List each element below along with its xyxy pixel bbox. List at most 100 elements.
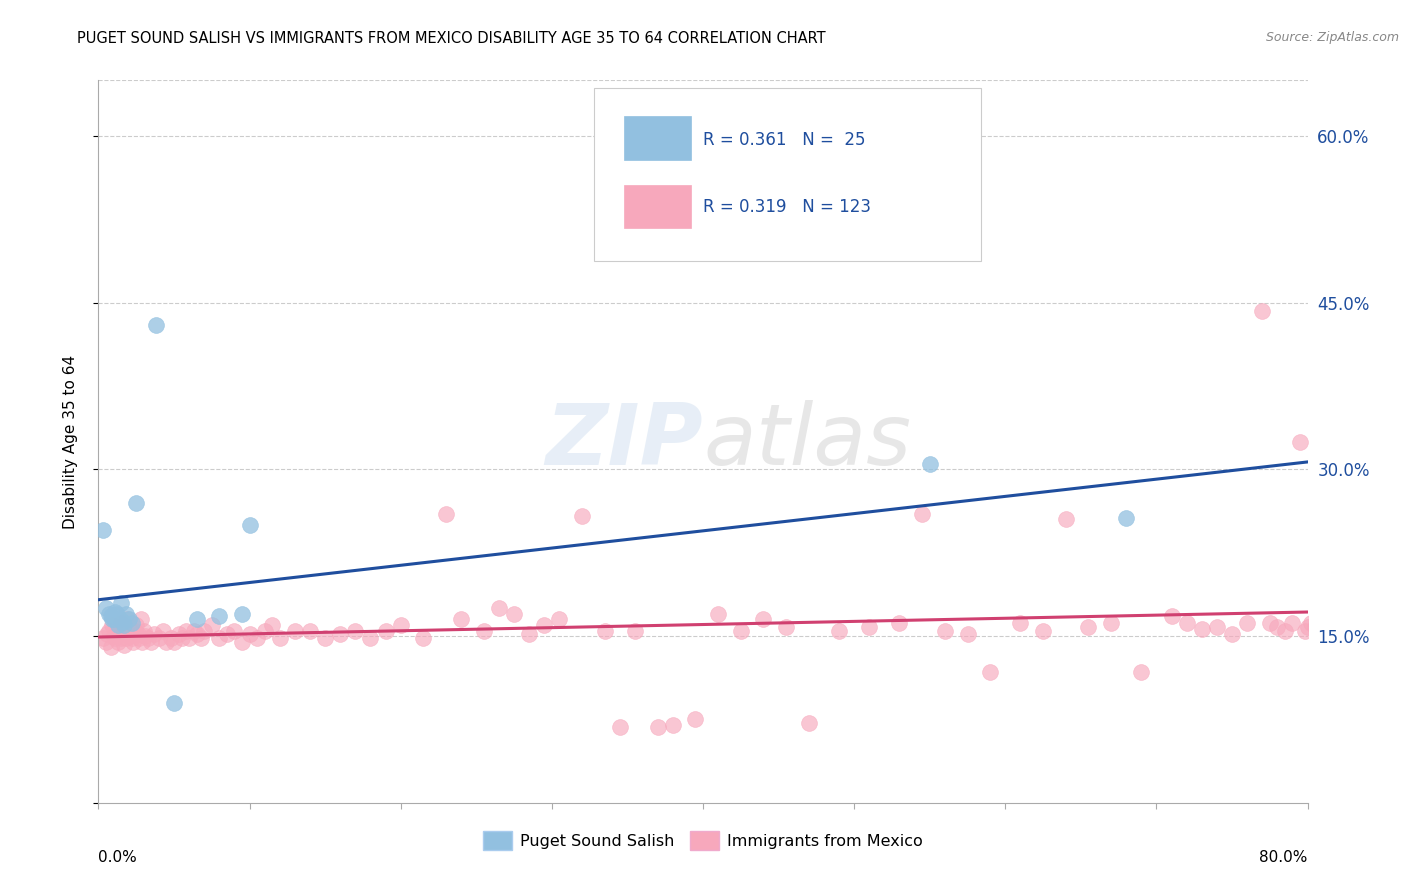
Point	[1320, 620, 1343, 634]
Point	[134, 629, 156, 643]
Point	[1336, 620, 1358, 634]
Point	[1191, 623, 1213, 637]
Point	[609, 720, 631, 734]
Point	[344, 624, 367, 638]
Point	[253, 624, 276, 638]
Point	[828, 624, 851, 638]
Point	[389, 618, 412, 632]
Point	[114, 607, 136, 621]
Point	[661, 718, 683, 732]
Point	[329, 627, 352, 641]
Point	[624, 624, 647, 638]
Point	[1289, 434, 1312, 449]
Point	[1251, 304, 1274, 318]
Point	[174, 624, 197, 638]
Text: Source: ZipAtlas.com: Source: ZipAtlas.com	[1265, 31, 1399, 45]
Point	[118, 612, 141, 626]
Point	[110, 632, 132, 646]
Text: 0.0%: 0.0%	[98, 850, 138, 864]
Point	[131, 634, 153, 648]
Point	[127, 627, 149, 641]
Point	[208, 609, 231, 624]
Point	[246, 632, 269, 646]
Point	[118, 620, 141, 634]
Point	[94, 634, 117, 648]
Point	[143, 627, 166, 641]
FancyBboxPatch shape	[624, 117, 690, 160]
Point	[911, 507, 934, 521]
Point	[94, 601, 117, 615]
Point	[314, 632, 336, 646]
Point	[104, 605, 127, 619]
Point	[1312, 624, 1334, 638]
Point	[1333, 615, 1355, 630]
Point	[889, 615, 911, 630]
Point	[1010, 615, 1032, 630]
Point	[167, 627, 190, 641]
Point	[91, 632, 114, 646]
Point	[124, 624, 146, 638]
Point	[136, 632, 159, 646]
Point	[1054, 512, 1077, 526]
Point	[239, 517, 262, 532]
Point	[224, 624, 246, 638]
Text: 80.0%: 80.0%	[1260, 850, 1308, 864]
Point	[918, 457, 941, 471]
Point	[148, 632, 170, 646]
Point	[1175, 615, 1198, 630]
Point	[110, 596, 132, 610]
Point	[730, 624, 752, 638]
Point	[517, 627, 540, 641]
Point	[1315, 612, 1337, 626]
Point	[472, 624, 495, 638]
Point	[160, 632, 183, 646]
Point	[114, 632, 136, 646]
Point	[111, 624, 134, 638]
Point	[231, 607, 253, 621]
Point	[120, 629, 142, 643]
Point	[132, 624, 155, 638]
Point	[593, 624, 616, 638]
Point	[115, 612, 138, 626]
Point	[1267, 620, 1289, 634]
Point	[1236, 615, 1258, 630]
Point	[231, 634, 253, 648]
Point	[934, 624, 956, 638]
Point	[1303, 620, 1326, 634]
Point	[1206, 620, 1229, 634]
Point	[752, 612, 775, 626]
Point	[1274, 624, 1296, 638]
Point	[503, 607, 526, 621]
Point	[858, 620, 880, 634]
Point	[105, 607, 128, 621]
Point	[163, 634, 186, 648]
Point	[215, 627, 238, 641]
Point	[101, 618, 124, 632]
Point	[956, 627, 979, 641]
Point	[152, 624, 174, 638]
Point	[112, 618, 135, 632]
Legend: Puget Sound Salish, Immigrants from Mexico: Puget Sound Salish, Immigrants from Mexi…	[477, 825, 929, 856]
Point	[1323, 615, 1346, 630]
Point	[163, 696, 186, 710]
Point	[108, 620, 131, 634]
Point	[434, 507, 457, 521]
Point	[1327, 624, 1350, 638]
Point	[1317, 615, 1340, 630]
Point	[1032, 624, 1054, 638]
Y-axis label: Disability Age 35 to 64: Disability Age 35 to 64	[63, 354, 77, 529]
Text: R = 0.319   N = 123: R = 0.319 N = 123	[703, 198, 870, 216]
Point	[284, 624, 307, 638]
Point	[208, 632, 231, 646]
Point	[108, 612, 131, 626]
Point	[98, 607, 121, 621]
Point	[412, 632, 434, 646]
Point	[100, 609, 122, 624]
Point	[155, 634, 177, 648]
Point	[141, 634, 163, 648]
Point	[775, 620, 797, 634]
Point	[797, 715, 820, 730]
Point	[1099, 615, 1122, 630]
Point	[548, 612, 571, 626]
Point	[101, 612, 124, 626]
